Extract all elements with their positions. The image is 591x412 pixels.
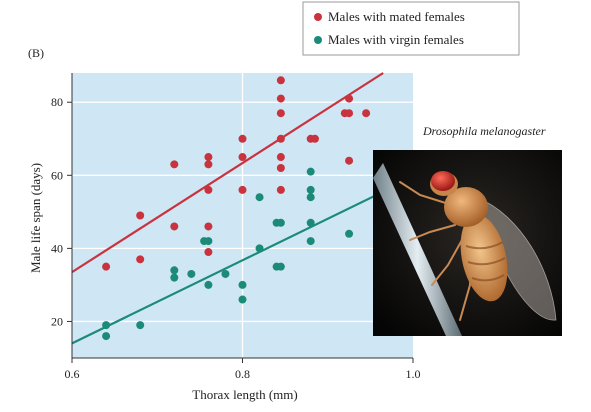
- fly-eye: [431, 171, 455, 191]
- point-virgin: [276, 262, 285, 271]
- point-virgin: [255, 193, 264, 202]
- point-mated: [276, 94, 285, 103]
- x-tick-label: 1.0: [406, 367, 421, 381]
- point-mated: [238, 153, 247, 162]
- point-virgin: [306, 218, 315, 227]
- point-virgin: [306, 237, 315, 246]
- point-virgin: [187, 269, 196, 278]
- point-virgin: [276, 218, 285, 227]
- point-mated: [136, 211, 145, 220]
- axes: 0.6 0.8 1.0 20 40 60 80: [51, 73, 421, 381]
- point-virgin: [345, 229, 354, 238]
- point-mated: [238, 134, 247, 143]
- point-mated: [310, 134, 319, 143]
- legend-marker-mated: [314, 13, 322, 21]
- point-mated: [276, 134, 285, 143]
- y-axis-title: Male life span (days): [28, 163, 43, 273]
- trend-lines: [71, 72, 384, 345]
- point-mated: [204, 153, 213, 162]
- point-virgin: [136, 321, 145, 330]
- point-mated: [345, 109, 354, 118]
- point-mated: [345, 94, 354, 103]
- point-mated: [276, 76, 285, 85]
- point-virgin: [102, 321, 111, 330]
- panel-label: (B): [28, 46, 44, 60]
- point-virgin: [170, 266, 179, 275]
- point-mated: [102, 262, 111, 271]
- legend: Males with mated females Males with virg…: [302, 1, 520, 56]
- grid-lines: [72, 73, 413, 358]
- x-tick-label: 0.8: [235, 367, 250, 381]
- point-virgin: [238, 295, 247, 304]
- point-mated: [204, 222, 213, 231]
- y-tick-label: 20: [51, 314, 63, 328]
- y-tick-label: 80: [51, 95, 63, 109]
- point-virgin: [306, 193, 315, 202]
- point-virgin: [306, 185, 315, 194]
- legend-marker-virgin: [314, 36, 322, 44]
- point-virgin: [204, 237, 213, 246]
- point-mated: [136, 255, 145, 264]
- trend-line-virgin: [71, 190, 384, 345]
- plot-area: 0.6 0.8 1.0 20 40 60 80: [51, 72, 421, 381]
- trend-line-mated: [71, 72, 384, 274]
- x-axis-title: Thorax length (mm): [192, 387, 297, 402]
- point-virgin: [255, 244, 264, 253]
- photo-caption: Drosophila melanogaster: [422, 124, 546, 138]
- point-virgin: [221, 269, 230, 278]
- point-mated: [276, 164, 285, 172]
- x-tick-label: 0.6: [65, 367, 80, 381]
- point-virgin: [170, 273, 179, 282]
- point-mated: [276, 109, 285, 118]
- point-mated: [170, 160, 179, 169]
- y-tick-label: 60: [51, 168, 63, 182]
- point-virgin: [204, 280, 213, 289]
- legend-box: [302, 1, 520, 56]
- abdomen-stripes: [465, 241, 506, 282]
- point-mated: [276, 153, 285, 162]
- legend-label-virgin: Males with virgin females: [328, 32, 464, 47]
- point-virgin: [102, 332, 111, 341]
- point-mated: [345, 156, 354, 165]
- point-mated: [238, 185, 247, 194]
- point-mated: [204, 248, 213, 257]
- point-virgin: [306, 167, 315, 176]
- point-virgin: [238, 280, 247, 289]
- fruit-fly-photo: [373, 150, 562, 336]
- point-mated: [170, 222, 179, 231]
- point-mated: [276, 185, 285, 194]
- fly-thorax: [444, 187, 488, 227]
- plant-stem: [373, 163, 462, 336]
- y-tick-label: 40: [51, 241, 63, 255]
- legend-label-mated: Males with mated females: [328, 9, 465, 24]
- point-mated: [204, 160, 213, 169]
- point-mated: [362, 109, 371, 118]
- data-points: [102, 76, 371, 341]
- point-mated: [204, 185, 213, 194]
